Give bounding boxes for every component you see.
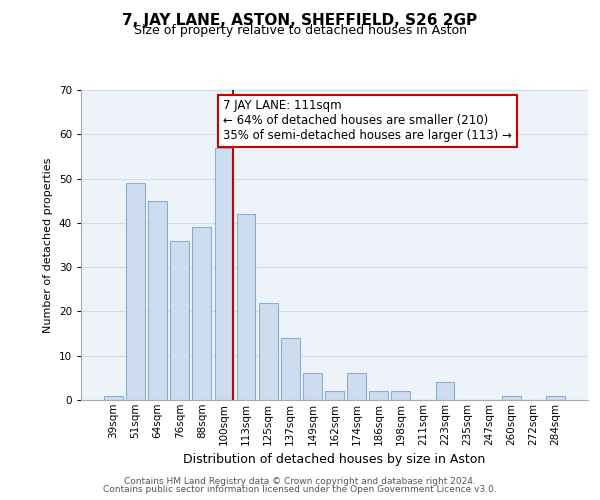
Bar bbox=[215, 148, 233, 400]
Bar bbox=[347, 374, 366, 400]
Bar bbox=[502, 396, 521, 400]
Bar bbox=[193, 228, 211, 400]
Bar bbox=[148, 200, 167, 400]
X-axis label: Distribution of detached houses by size in Aston: Distribution of detached houses by size … bbox=[184, 453, 485, 466]
Text: 7, JAY LANE, ASTON, SHEFFIELD, S26 2GP: 7, JAY LANE, ASTON, SHEFFIELD, S26 2GP bbox=[122, 12, 478, 28]
Bar bbox=[104, 396, 123, 400]
Bar bbox=[325, 391, 344, 400]
Bar bbox=[236, 214, 256, 400]
Bar bbox=[126, 183, 145, 400]
Text: 7 JAY LANE: 111sqm
← 64% of detached houses are smaller (210)
35% of semi-detach: 7 JAY LANE: 111sqm ← 64% of detached hou… bbox=[223, 100, 512, 142]
Bar bbox=[391, 391, 410, 400]
Bar bbox=[436, 382, 454, 400]
Bar bbox=[170, 240, 189, 400]
Bar bbox=[259, 302, 278, 400]
Text: Contains HM Land Registry data © Crown copyright and database right 2024.: Contains HM Land Registry data © Crown c… bbox=[124, 477, 476, 486]
Text: Size of property relative to detached houses in Aston: Size of property relative to detached ho… bbox=[133, 24, 467, 37]
Bar bbox=[546, 396, 565, 400]
Bar bbox=[370, 391, 388, 400]
Bar bbox=[281, 338, 299, 400]
Y-axis label: Number of detached properties: Number of detached properties bbox=[43, 158, 53, 332]
Text: Contains public sector information licensed under the Open Government Licence v3: Contains public sector information licen… bbox=[103, 485, 497, 494]
Bar bbox=[303, 374, 322, 400]
